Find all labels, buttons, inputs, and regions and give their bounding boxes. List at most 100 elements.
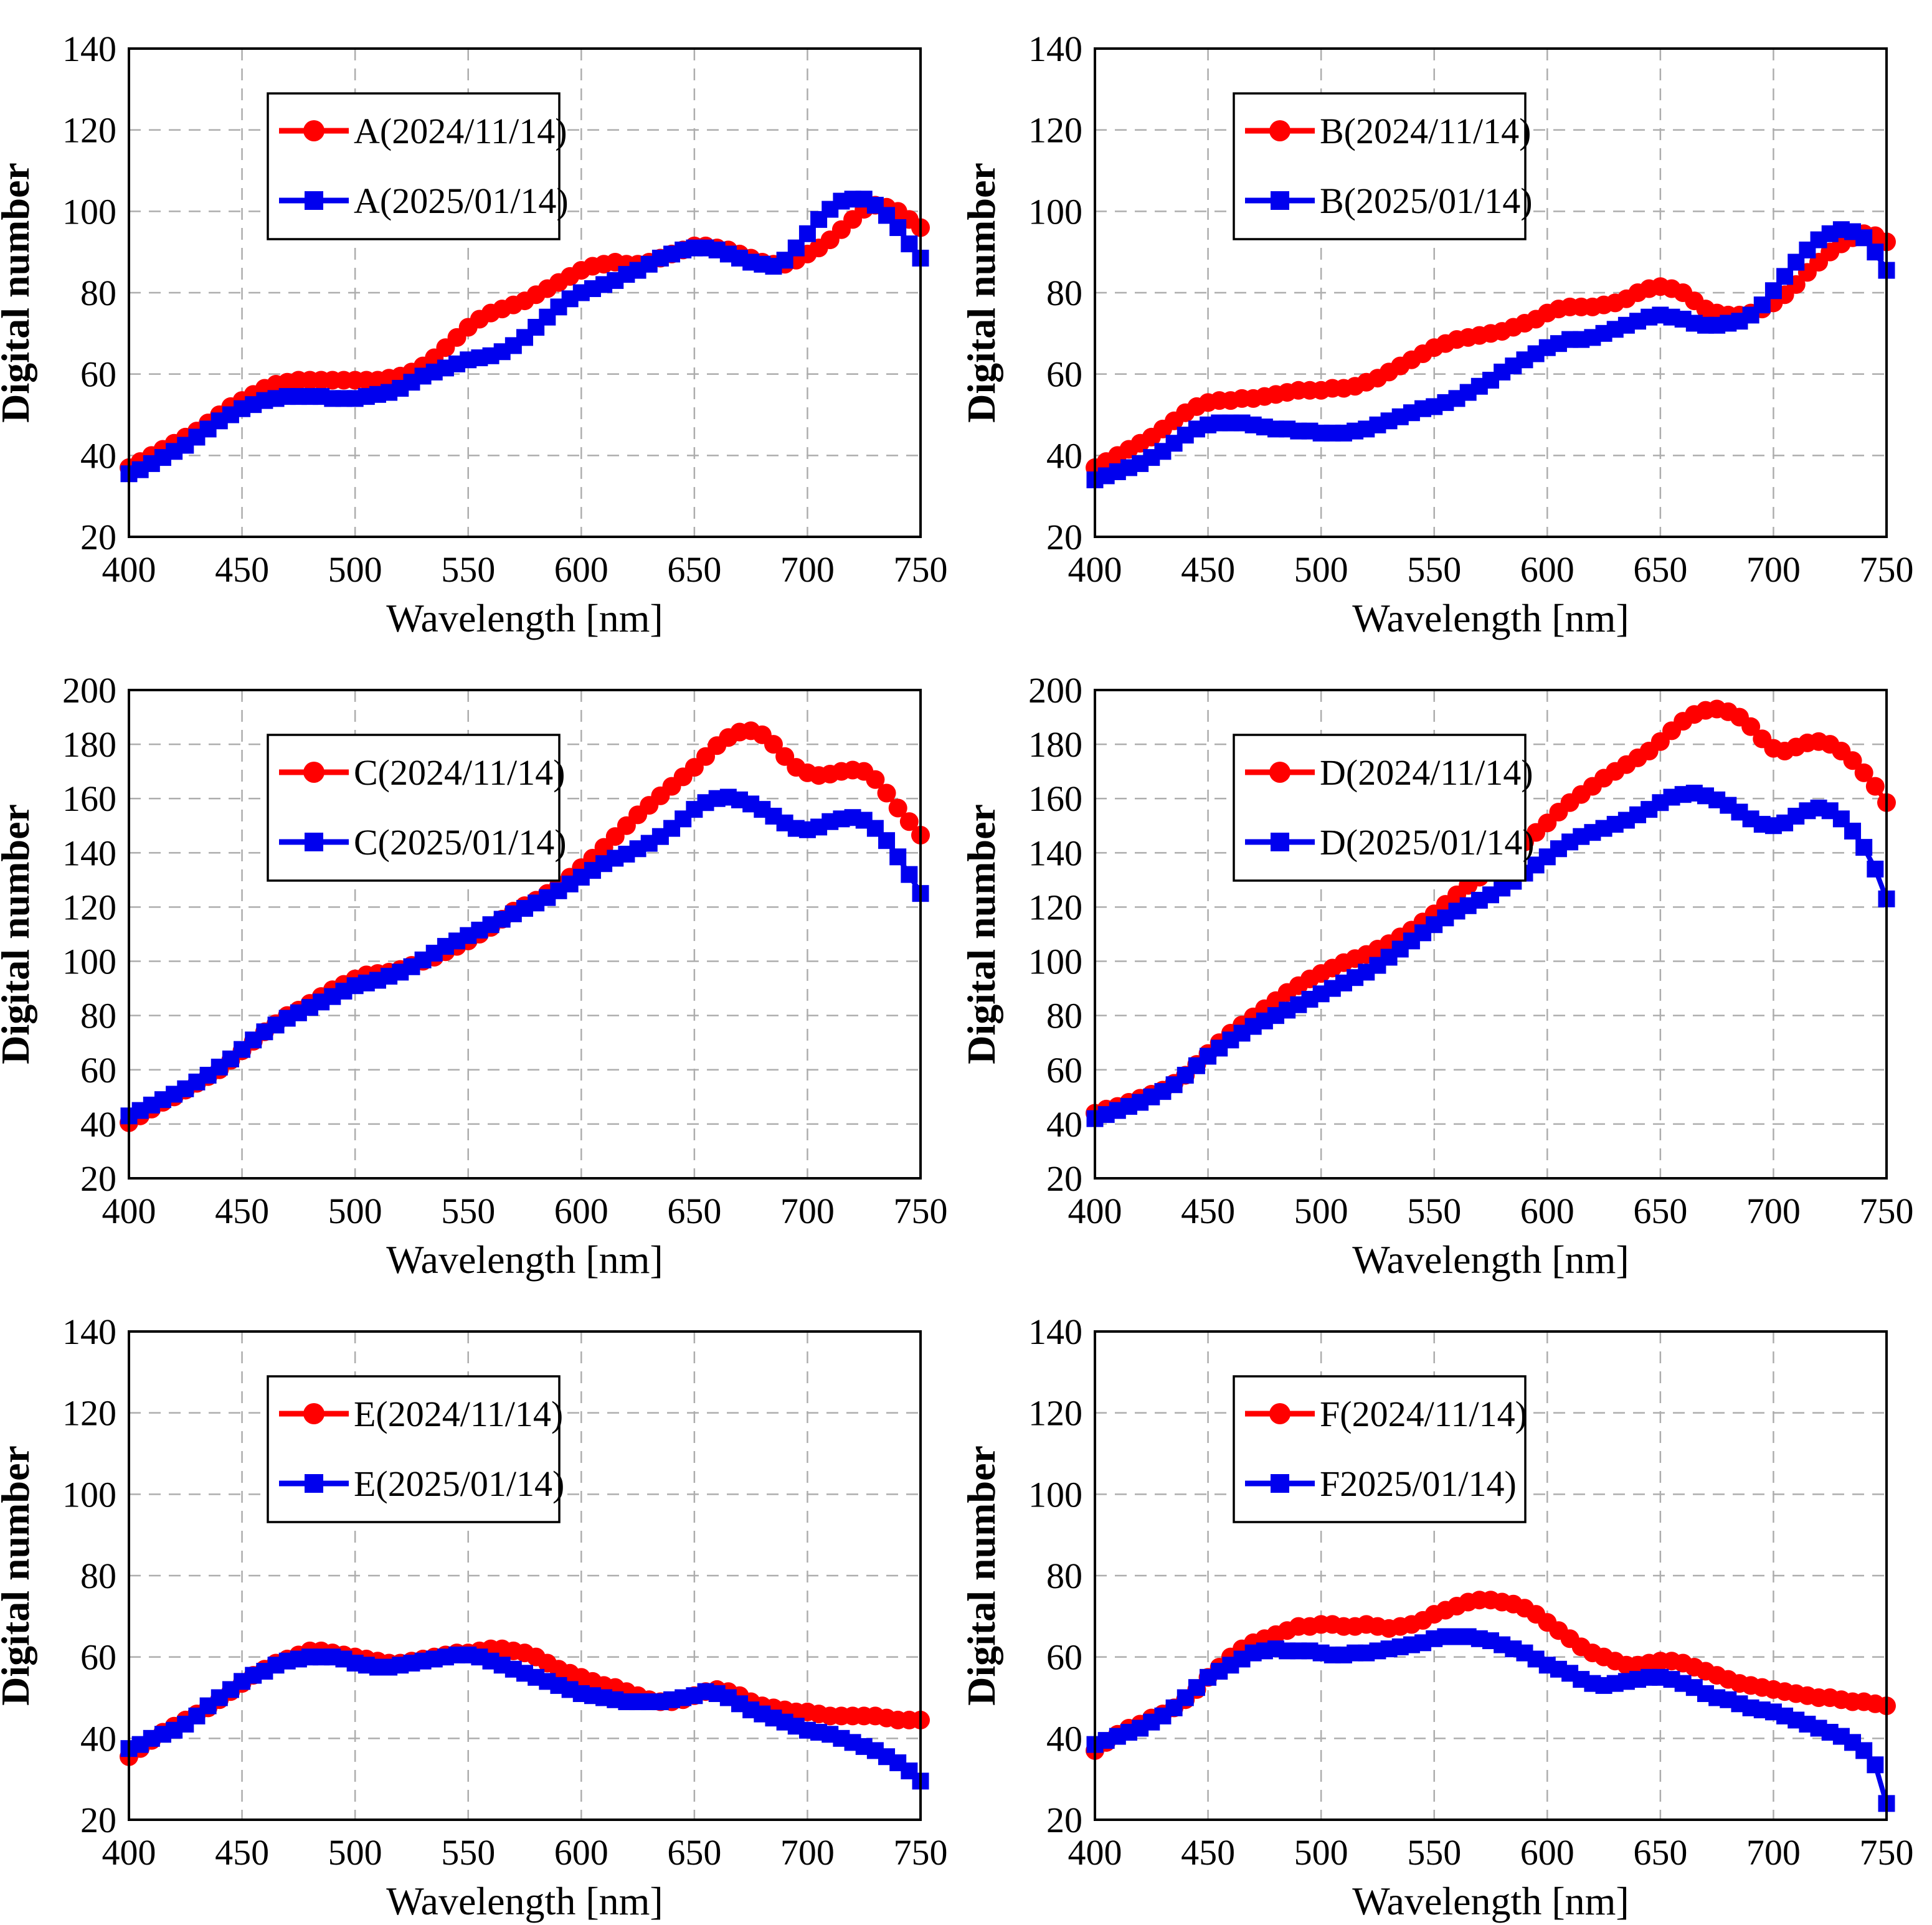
x-tick-label: 450	[1181, 1832, 1235, 1873]
data-point-marker	[899, 812, 919, 831]
x-axis-title: Wavelength [nm]	[386, 1879, 663, 1923]
y-tick-label: 100	[62, 1474, 116, 1515]
y-tick-label: 80	[80, 273, 116, 313]
y-axis-title: Digital number	[966, 1445, 1003, 1706]
x-tick-label: 600	[554, 1832, 608, 1873]
data-point-marker	[1855, 1742, 1873, 1759]
y-axis-title: Digital number	[0, 163, 37, 423]
y-axis-title: Digital number	[966, 804, 1003, 1064]
y-tick-label: 160	[1028, 778, 1082, 819]
legend: B(2024/11/14) B(2025/01/14)	[1233, 92, 1533, 240]
x-tick-label: 750	[1860, 1832, 1914, 1873]
x-tick-label: 450	[215, 1191, 269, 1231]
data-point-marker	[877, 783, 896, 803]
legend-square-marker	[1271, 1474, 1289, 1493]
x-axis-title: Wavelength [nm]	[386, 596, 663, 640]
x-tick-label: 500	[328, 1832, 382, 1873]
y-tick-label: 20	[1046, 1800, 1082, 1840]
y-tick-label: 40	[1046, 1104, 1082, 1145]
x-tick-label: 500	[1294, 1191, 1348, 1231]
y-tick-label: 200	[1028, 670, 1082, 711]
y-tick-label: 40	[1046, 1718, 1082, 1759]
x-tick-label: 400	[102, 1832, 156, 1873]
y-tick-label: 100	[1028, 942, 1082, 982]
x-tick-label: 650	[1633, 1191, 1687, 1231]
y-tick-label: 140	[1028, 833, 1082, 873]
x-tick-label: 550	[441, 1832, 495, 1873]
legend-box	[1233, 92, 1527, 240]
data-point-marker	[889, 848, 907, 866]
chart-a-svg: 400 450 500 550 600 650 700 750 20 40 60 80 100 120 14…	[0, 0, 966, 642]
legend-box	[267, 92, 561, 240]
data-point-marker	[866, 770, 885, 789]
data-point-marker	[764, 735, 783, 754]
y-tick-label: 120	[62, 110, 116, 151]
y-tick-label: 180	[1028, 724, 1082, 765]
x-tick-label: 600	[1520, 1191, 1574, 1231]
chart-c-svg: 400 450 500 550 600 650 700 750 20 40 60 80 100 120 14…	[0, 641, 966, 1284]
x-tick-label: 700	[1746, 549, 1801, 590]
x-tick-label: 400	[1068, 1191, 1122, 1231]
data-point-marker	[1855, 839, 1873, 856]
chart-b-svg: 400 450 500 550 600 650 700 750 20 40 60 80 100 120 14…	[966, 0, 1932, 642]
series-blue	[120, 191, 929, 483]
gridlines	[129, 690, 921, 1178]
y-tick-label: 140	[62, 29, 116, 69]
x-tick-label: 550	[441, 549, 495, 590]
x-tick-label: 500	[328, 1191, 382, 1231]
data-point-marker	[1764, 282, 1782, 300]
y-tick-label: 140	[62, 833, 116, 873]
data-point-marker	[1741, 717, 1761, 736]
legend-label: C(2024/11/14)	[354, 752, 565, 793]
legend-label: D(2025/01/14)	[1320, 822, 1535, 863]
y-tick-label: 20	[80, 1158, 116, 1199]
data-point-marker	[1843, 751, 1862, 770]
y-tick-label: 40	[80, 435, 116, 476]
chart-c: 400 450 500 550 600 650 700 750 20 40 60 80 100 120 14…	[0, 641, 966, 1284]
y-tick-label: 120	[62, 887, 116, 927]
y-tick-label: 20	[1046, 517, 1082, 557]
legend: C(2024/11/14) C(2025/01/14)	[267, 734, 567, 882]
x-tick-label: 650	[1633, 549, 1687, 590]
y-tick-label: 180	[62, 724, 116, 765]
x-tick-label: 750	[1860, 549, 1914, 590]
plot-border	[128, 689, 922, 1180]
legend-square-marker	[305, 191, 323, 210]
chart-f-svg: 400 450 500 550 600 650 700 750 20 40 60 80 100 120 14…	[966, 1283, 1932, 1925]
y-axis-title: Digital number	[0, 1445, 37, 1706]
legend-box	[267, 734, 561, 882]
legend: D(2024/11/14) D(2025/01/14)	[1233, 734, 1535, 882]
x-tick-label: 450	[1181, 549, 1235, 590]
y-tick-label: 100	[1028, 1474, 1082, 1515]
y-tick-label: 60	[1046, 354, 1082, 395]
x-tick-label: 750	[1860, 1191, 1914, 1231]
legend-circle-marker	[303, 1403, 324, 1424]
data-point-marker	[1867, 1756, 1884, 1774]
data-point-marker	[1844, 822, 1862, 840]
x-tick-label: 400	[102, 549, 156, 590]
data-point-marker	[1776, 268, 1794, 285]
chart-d: 400 450 500 550 600 650 700 750 20 40 60 80 100 120 14…	[966, 641, 1932, 1284]
x-tick-label: 500	[1294, 1832, 1348, 1873]
legend: E(2024/11/14) E(2025/01/14)	[267, 1375, 564, 1523]
x-tick-label: 650	[1633, 1832, 1687, 1873]
y-tick-label: 60	[1046, 1637, 1082, 1678]
x-axis-title: Wavelength [nm]	[1352, 1879, 1629, 1923]
data-point-marker	[878, 832, 896, 849]
x-tick-label: 450	[1181, 1191, 1235, 1231]
x-axis-title: Wavelength [nm]	[386, 1237, 663, 1282]
y-tick-label: 80	[1046, 273, 1082, 313]
chart-d-svg: 400 450 500 550 600 650 700 750 20 40 60 80 100 120 14…	[966, 641, 1932, 1284]
legend-label: C(2025/01/14)	[354, 822, 567, 863]
legend-label: A(2025/01/14)	[354, 181, 569, 221]
x-tick-label: 400	[1068, 549, 1122, 590]
y-tick-label: 120	[1028, 887, 1082, 927]
data-point-marker	[1865, 777, 1885, 796]
plot-border	[1094, 1330, 1888, 1821]
chart-f: 400 450 500 550 600 650 700 750 20 40 60 80 100 120 14…	[966, 1283, 1932, 1925]
y-tick-label: 100	[62, 942, 116, 982]
legend-square-marker	[305, 1474, 323, 1493]
y-tick-label: 120	[1028, 110, 1082, 151]
legend: A(2024/11/14) A(2025/01/14)	[267, 92, 569, 240]
x-tick-label: 750	[894, 549, 948, 590]
